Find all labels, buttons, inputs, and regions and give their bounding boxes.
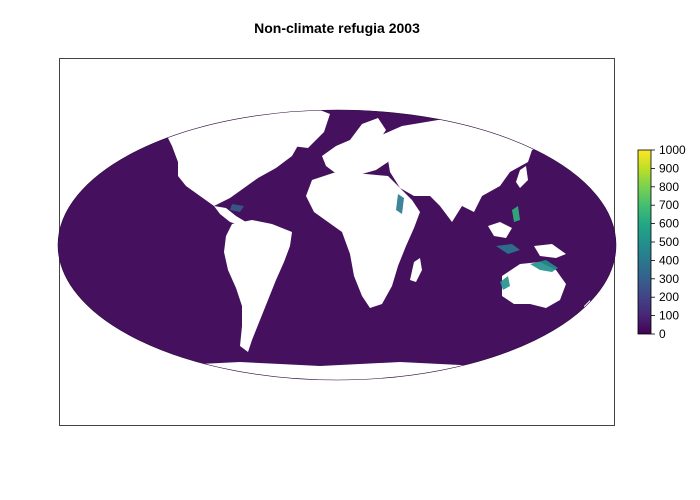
- land-north-america: [166, 110, 322, 206]
- hotspots: [230, 194, 558, 290]
- legend-tick-label: 900: [659, 161, 679, 175]
- map-title: Non-climate refugia 2003: [254, 20, 420, 36]
- legend: 0 100 200 300 400 500 600 700 800 900 1000: [637, 143, 686, 341]
- land-europe: [322, 136, 392, 176]
- legend-tick-label: 800: [659, 180, 679, 194]
- legend-colorbar: [637, 149, 652, 335]
- legend-tick-label: 1000: [659, 143, 686, 157]
- legend-tick-label: 600: [659, 217, 679, 231]
- land-asia: [370, 118, 560, 222]
- legend-tick-label: 200: [659, 290, 679, 304]
- land-australia: [502, 262, 566, 308]
- land-new-guinea: [534, 244, 566, 258]
- hotspot-philippines: [512, 206, 520, 222]
- land-indonesia: [488, 222, 512, 238]
- globe-outline: [57, 109, 617, 381]
- land-greenland: [272, 110, 330, 148]
- legend-tick-label: 500: [659, 235, 679, 249]
- legend-tick-label: 300: [659, 272, 679, 286]
- hotspot-indonesia: [496, 244, 520, 254]
- legend-tick-label: 400: [659, 253, 679, 267]
- hotspot-red-sea: [396, 194, 404, 214]
- landmasses: [130, 110, 592, 380]
- land-central-america: [214, 206, 246, 226]
- land-africa: [306, 172, 420, 308]
- land-japan: [516, 166, 528, 188]
- hotspot-australia-nw: [500, 276, 510, 290]
- legend-tick-label: 100: [659, 309, 679, 323]
- legend-tick-label: 700: [659, 198, 679, 212]
- hotspot-caribbean: [230, 204, 244, 212]
- hotspot-australia-ne: [530, 260, 558, 272]
- land-south-america: [224, 220, 292, 352]
- legend-tick-label: 0: [659, 327, 666, 341]
- land-madagascar: [410, 258, 422, 282]
- legend-ticks: 0 100 200 300 400 500 600 700 800 900 1000: [651, 143, 686, 341]
